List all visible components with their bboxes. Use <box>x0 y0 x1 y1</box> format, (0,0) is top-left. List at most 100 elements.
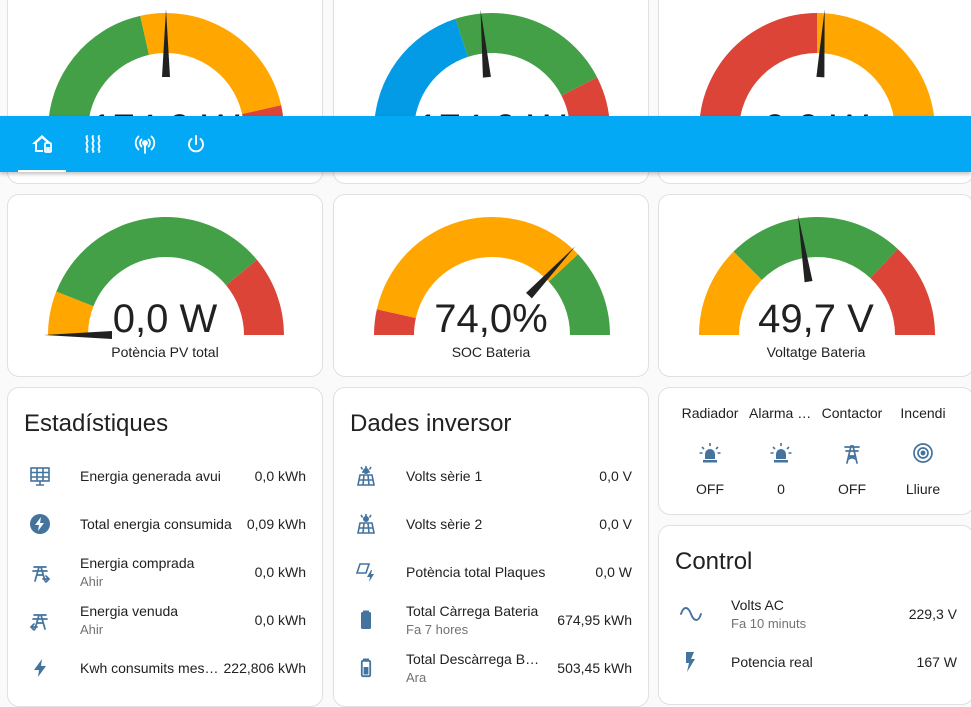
glance-name: Incendi <box>900 405 946 421</box>
entity-value: 0,0 V <box>599 516 632 532</box>
entity-secondary: Ahir <box>80 574 104 589</box>
entity-secondary: Fa 10 minuts <box>731 616 807 631</box>
entity-name: Kwh consumits mes actual <box>80 660 220 676</box>
gauge-segment <box>374 309 416 335</box>
entity-value: 503,45 kWh <box>557 660 632 676</box>
gauge-segment <box>56 216 257 307</box>
home-battery-icon <box>32 135 52 153</box>
entity-value: 0,0 W <box>595 564 632 580</box>
entity-name: Volts sèrie 2 <box>406 516 483 532</box>
gauge-value: 74,0% <box>434 297 548 341</box>
gauge-segment <box>376 217 579 318</box>
entity-row[interactable]: Volts AC Fa 10 minuts 229,3 V <box>659 590 971 638</box>
entity-value: 222,806 kWh <box>223 660 307 676</box>
gauge-card-pv-power[interactable]: 0,0 W Potència PV total <box>7 194 323 377</box>
control-card: Control Volts AC Fa 10 minuts 229,3 V Po… <box>658 525 971 705</box>
entity-name: Volts AC <box>731 597 784 613</box>
gauge-needle <box>44 331 112 339</box>
entity-secondary: Ahir <box>80 622 104 637</box>
gauge-needle <box>526 246 576 299</box>
transmission-tower-import-icon <box>28 560 52 584</box>
entity-value: 167 W <box>916 654 957 670</box>
entity-name: Total energia consumida <box>80 516 232 532</box>
glance-card: Radiador OFF Alarma Incendi 0 Contactor … <box>658 387 971 515</box>
view-toolbar <box>0 116 971 172</box>
gauge-needle <box>816 9 825 78</box>
transmission-tower-export-icon <box>28 608 52 632</box>
entity-secondary: Fa 7 hores <box>406 622 469 637</box>
solar-power-icon <box>354 464 378 488</box>
entity-row[interactable]: Kwh consumits mes actual 222,806 kWh <box>8 644 322 692</box>
entity-name: Total Descàrrega Bateria <box>406 651 546 667</box>
gauge-segment <box>699 13 817 131</box>
card-title: Estadístiques <box>24 410 169 437</box>
glance-name: Alarma Incendi <box>749 405 813 421</box>
entity-name: Energia comprada <box>80 555 195 571</box>
tab-power[interactable] <box>172 116 220 172</box>
entity-value: 674,95 kWh <box>557 612 632 628</box>
inverter-card: Dades inversor Volts sèrie 1 0,0 V Volts… <box>333 387 649 707</box>
gauge-graphic <box>44 216 284 339</box>
solar-panel-flash-icon <box>354 560 378 584</box>
gauge-needle <box>162 9 170 77</box>
gauge-needle <box>797 214 813 283</box>
gauge-segment <box>548 254 610 335</box>
gauge-segment <box>699 251 762 335</box>
glance-name: Contactor <box>821 405 883 421</box>
access-point-icon <box>134 135 156 154</box>
gauge-segment <box>817 13 935 127</box>
gauge-needle <box>480 9 491 78</box>
entity-value: 0,0 V <box>599 468 632 484</box>
glance-state: OFF <box>838 481 866 497</box>
flash-circle-icon <box>28 512 52 536</box>
entity-row[interactable]: Potència total Plaques 0,0 W <box>334 548 648 596</box>
gauge-card-soc[interactable]: 74,0% SOC Bateria <box>333 194 649 377</box>
entity-name: Volts sèrie 1 <box>406 468 483 484</box>
battery-icon <box>354 608 378 632</box>
gauge-segment <box>140 13 282 114</box>
entity-row[interactable]: Total Càrrega Bateria Fa 7 hores 674,95 … <box>334 596 648 644</box>
transmission-tower-icon <box>840 441 864 465</box>
entity-name: Potencia real <box>731 654 813 670</box>
heat-wave-icon <box>85 135 101 153</box>
battery-outline-icon <box>354 656 378 680</box>
entity-value: 0,09 kWh <box>246 516 306 532</box>
smoke-detector-icon <box>911 441 935 465</box>
power-icon <box>188 135 204 153</box>
gauge-segment <box>455 13 598 96</box>
gauge-name: SOC Bateria <box>451 344 531 360</box>
tab-access-point[interactable] <box>121 116 169 172</box>
glance-name: Radiador <box>681 405 739 421</box>
entity-row[interactable]: Total Descàrrega Bateria Ara 503,45 kWh <box>334 644 648 692</box>
sine-wave-icon <box>679 602 703 626</box>
entity-name: Energia venuda <box>80 603 179 619</box>
entity-row[interactable]: Total energia consumida 0,09 kWh <box>8 500 322 548</box>
gauge-segment <box>48 291 94 335</box>
gauge-segment <box>870 248 935 335</box>
entity-secondary: Ara <box>406 670 427 685</box>
entity-name: Energia generada avui <box>80 468 221 484</box>
card-title: Control <box>675 548 753 575</box>
gauge-name: Voltatge Bateria <box>766 344 866 360</box>
gauge-segment <box>48 15 149 132</box>
gauge-segment <box>374 18 468 132</box>
entity-value: 0,0 kWh <box>254 564 306 580</box>
gauge-segment <box>733 217 898 280</box>
gauge-value: 0,0 W <box>112 297 218 341</box>
glance-state: 0 <box>777 481 785 497</box>
entity-row[interactable]: Volts sèrie 1 0,0 V <box>334 452 648 500</box>
entity-row[interactable]: Energia venuda Ahir 0,0 kWh <box>8 596 322 644</box>
entity-row[interactable]: Energia comprada Ahir 0,0 kWh <box>8 548 322 596</box>
statistics-card: Estadístiques Energia generada avui 0,0 … <box>7 387 323 707</box>
tab-home-battery[interactable] <box>18 116 66 172</box>
entity-row[interactable]: Energia generada avui 0,0 kWh <box>8 452 322 500</box>
entity-row[interactable]: Potencia real 167 W <box>659 638 971 686</box>
solar-power-icon <box>354 512 378 536</box>
alarm-light-icon <box>769 441 793 465</box>
gauge-card-battery-voltage[interactable]: 49,7 V Voltatge Bateria <box>658 194 971 377</box>
entity-row[interactable]: Volts sèrie 2 0,0 V <box>334 500 648 548</box>
tab-heating[interactable] <box>69 116 117 172</box>
gauge-value: 49,7 V <box>758 297 874 341</box>
entity-value: 0,0 kWh <box>254 468 306 484</box>
entity-value: 229,3 V <box>908 606 957 622</box>
